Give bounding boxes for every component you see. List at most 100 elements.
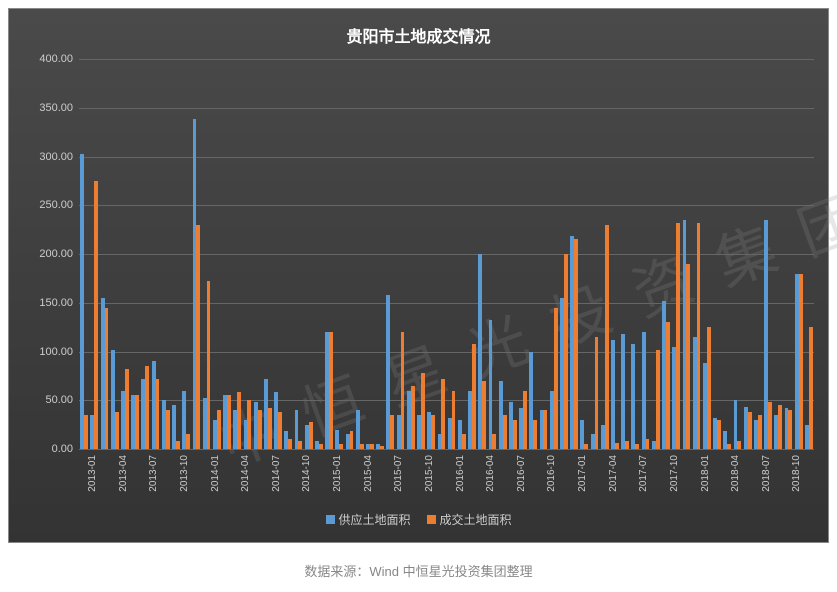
bar-deal	[615, 443, 619, 449]
bar-deal	[247, 400, 251, 449]
plot-area: 中恒星光投资集团 0.0050.00100.00150.00200.00250.…	[79, 59, 814, 449]
bar-deal	[176, 441, 180, 449]
bar-deal	[564, 254, 568, 449]
bar-deal	[523, 391, 527, 450]
bar-deal	[207, 281, 211, 449]
bar-deal	[676, 223, 680, 449]
bar-deal	[360, 444, 364, 449]
bar-supply	[611, 340, 615, 449]
bar-deal	[737, 441, 741, 449]
bar-supply	[489, 320, 493, 449]
x-tick-label: 2018-04	[730, 455, 741, 492]
bar-deal	[686, 264, 690, 449]
y-tick-label: 50.00	[45, 394, 73, 406]
bars-layer	[79, 59, 814, 449]
x-tick-label: 2013-01	[87, 455, 98, 492]
bar-deal	[411, 386, 415, 449]
bar-deal	[268, 408, 272, 449]
y-tick-label: 300.00	[39, 151, 73, 163]
bar-deal	[574, 239, 578, 449]
x-tick-label: 2017-10	[669, 455, 680, 492]
bar-supply	[621, 334, 625, 449]
legend: 供应土地面积 成交土地面积	[325, 511, 511, 528]
bar-deal	[748, 412, 752, 449]
bar-deal	[125, 369, 129, 449]
bar-deal	[217, 410, 221, 449]
y-tick-label: 100.00	[39, 346, 73, 358]
legend-label-deal: 成交土地面积	[440, 511, 512, 528]
gridline	[79, 449, 814, 450]
x-tick-label: 2014-01	[210, 455, 221, 492]
bar-deal	[788, 410, 792, 449]
bar-deal	[778, 405, 782, 449]
y-tick-label: 0.00	[52, 443, 73, 455]
bar-deal	[350, 431, 354, 449]
y-tick-label: 350.00	[39, 102, 73, 114]
bar-supply	[642, 332, 646, 449]
bar-deal	[298, 441, 302, 449]
bar-deal	[605, 225, 609, 449]
x-tick-label: 2018-01	[700, 455, 711, 492]
x-tick-label: 2013-07	[148, 455, 159, 492]
bar-deal	[697, 223, 701, 449]
bar-deal	[543, 410, 547, 449]
bar-deal	[533, 420, 537, 449]
x-tick-label: 2015-07	[393, 455, 404, 492]
bar-deal	[462, 434, 466, 449]
bar-deal	[319, 444, 323, 449]
bar-deal	[186, 434, 190, 449]
legend-item-supply: 供应土地面积	[325, 511, 410, 528]
bar-deal	[196, 225, 200, 449]
x-tick-label: 2013-10	[179, 455, 190, 492]
bar-deal	[584, 444, 588, 449]
bar-deal	[758, 415, 762, 449]
bar-deal	[380, 446, 384, 449]
x-tick-label: 2013-04	[118, 455, 129, 492]
bar-deal	[401, 332, 405, 449]
x-tick-label: 2014-07	[271, 455, 282, 492]
legend-label-supply: 供应土地面积	[338, 511, 410, 528]
x-tick-label: 2016-10	[546, 455, 557, 492]
source-text: Wind 中恒星光投资集团整理	[369, 564, 532, 579]
bar-deal	[145, 366, 149, 449]
bar-deal	[278, 412, 282, 449]
x-tick-label: 2017-01	[577, 455, 588, 492]
bar-deal	[84, 415, 88, 449]
data-source: 数据来源：Wind 中恒星光投资集团整理	[0, 561, 837, 580]
bar-deal	[799, 274, 803, 450]
bar-deal	[666, 322, 670, 449]
bar-deal	[258, 410, 262, 449]
legend-item-deal: 成交土地面积	[427, 511, 512, 528]
x-tick-label: 2015-04	[363, 455, 374, 492]
bar-deal	[768, 402, 772, 449]
x-tick-label: 2015-10	[424, 455, 435, 492]
bar-deal	[513, 420, 517, 449]
x-tick-label: 2016-07	[516, 455, 527, 492]
source-prefix: 数据来源：	[304, 564, 369, 579]
x-tick-label: 2018-07	[761, 455, 772, 492]
bar-deal	[156, 379, 160, 449]
bar-deal	[635, 444, 639, 449]
bar-deal	[809, 327, 813, 449]
x-tick-label: 2016-04	[485, 455, 496, 492]
bar-deal	[717, 420, 721, 449]
bar-deal	[227, 395, 231, 449]
bar-deal	[339, 444, 343, 449]
legend-swatch-deal	[427, 515, 436, 524]
x-tick-label: 2018-10	[791, 455, 802, 492]
chart-panel: 贵阳市土地成交情况 中恒星光投资集团 0.0050.00100.00150.00…	[8, 8, 829, 543]
bar-deal	[492, 434, 496, 449]
x-tick-label: 2017-04	[608, 455, 619, 492]
bar-deal	[309, 422, 313, 449]
x-tick-label: 2016-01	[455, 455, 466, 492]
bar-deal	[431, 415, 435, 449]
y-tick-label: 200.00	[39, 248, 73, 260]
bar-deal	[646, 439, 650, 449]
bar-deal	[554, 308, 558, 449]
x-tick-label: 2015-01	[332, 455, 343, 492]
bar-deal	[288, 439, 292, 449]
bar-deal	[503, 415, 507, 449]
bar-deal	[441, 379, 445, 449]
y-tick-label: 150.00	[39, 297, 73, 309]
bar-deal	[237, 392, 241, 449]
